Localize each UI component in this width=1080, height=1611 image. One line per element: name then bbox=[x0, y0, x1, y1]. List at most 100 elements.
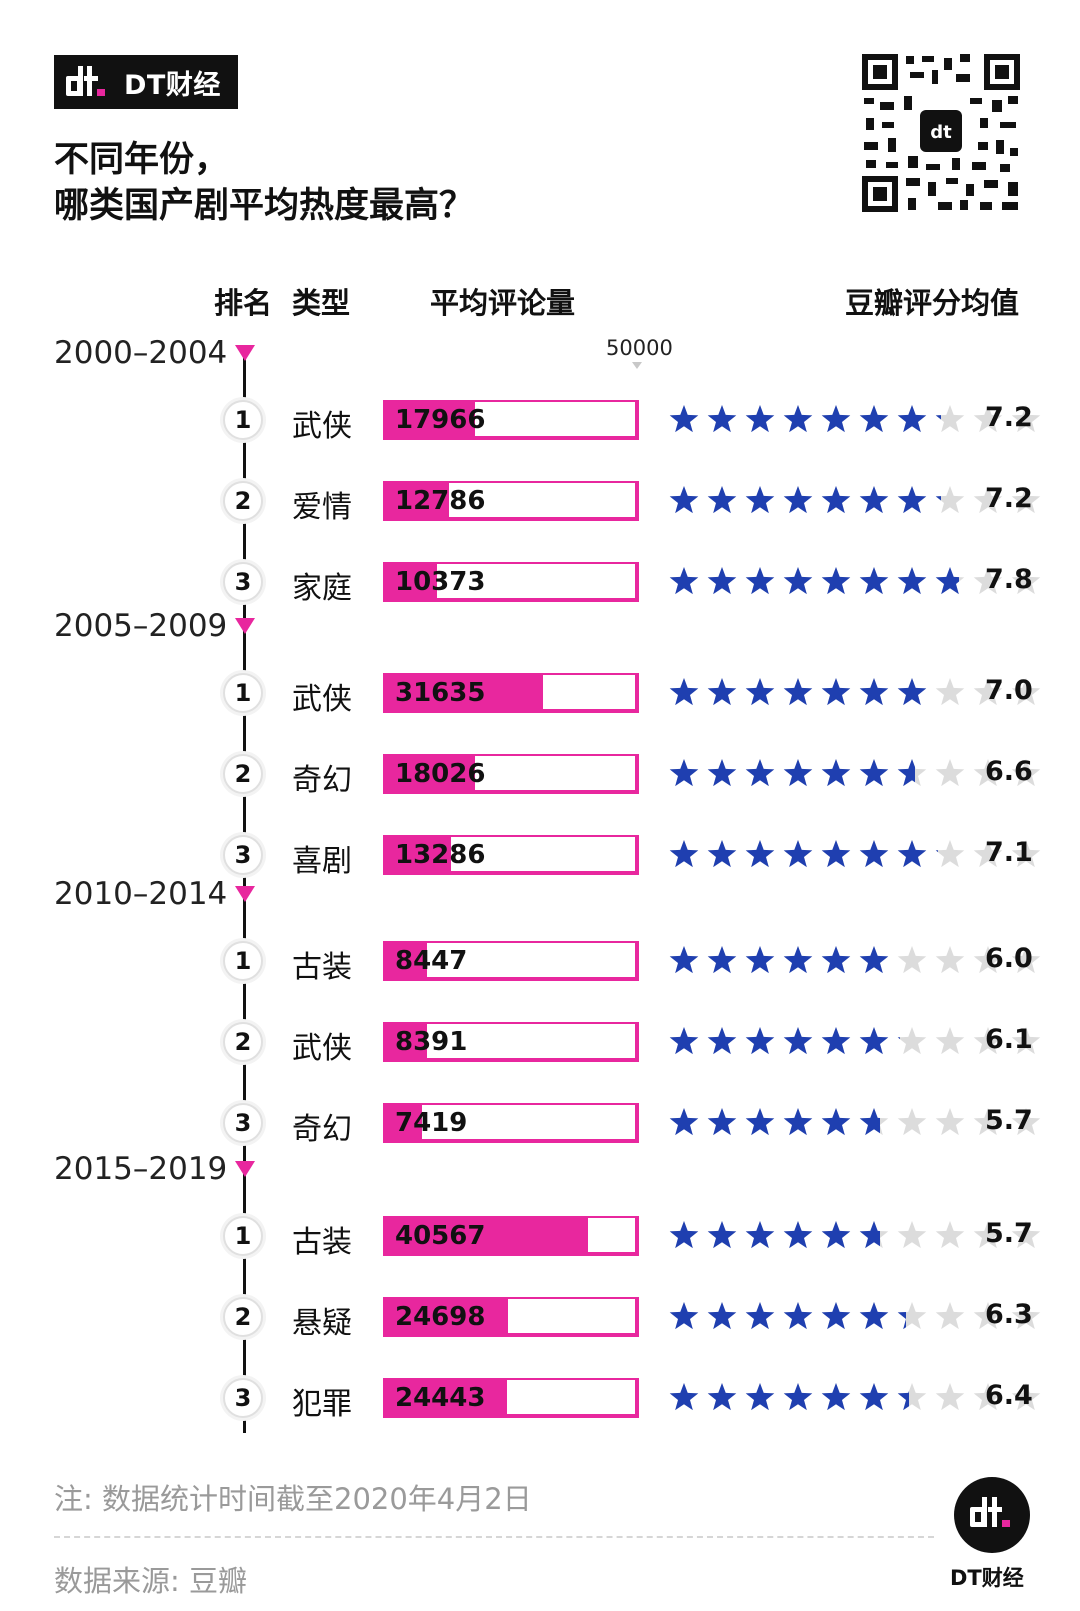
chart-title-line2: 哪类国产剧平均热度最高？ bbox=[54, 186, 475, 226]
star-filled-icon bbox=[821, 1383, 851, 1411]
star-empty-icon bbox=[973, 1108, 1003, 1136]
star-empty-icon bbox=[935, 1383, 965, 1411]
period-marker bbox=[235, 345, 255, 361]
star-filled-icon bbox=[821, 840, 851, 868]
comment-bar-fill bbox=[385, 675, 543, 709]
genre-label: 奇幻 bbox=[292, 1112, 352, 1147]
comment-bar-fill bbox=[385, 1218, 588, 1252]
star-filled-icon bbox=[669, 405, 699, 433]
comment-bar: 18026 bbox=[383, 754, 639, 794]
star-filled-icon bbox=[707, 840, 737, 868]
comment-bar-fill bbox=[385, 756, 475, 790]
star-filled-icon bbox=[897, 840, 927, 868]
rating-stars bbox=[669, 567, 1041, 595]
star-filled-icon bbox=[707, 946, 737, 974]
footer-logo-icon bbox=[954, 1477, 1030, 1553]
star-empty-icon bbox=[935, 1221, 965, 1249]
star-filled-icon bbox=[783, 1027, 813, 1055]
comment-bar-fill bbox=[385, 483, 449, 517]
star-empty-icon bbox=[1011, 678, 1041, 706]
star-filled-icon bbox=[821, 1108, 851, 1136]
rank-badge: 2 bbox=[223, 1022, 263, 1062]
star-filled-icon bbox=[859, 405, 889, 433]
rank-badge: 3 bbox=[223, 835, 263, 875]
star-filled-icon bbox=[859, 946, 889, 974]
star-filled-icon bbox=[745, 405, 775, 433]
rank-badge: 1 bbox=[223, 673, 263, 713]
rating-stars bbox=[669, 1221, 1041, 1249]
comment-value-label: 8447 bbox=[395, 946, 468, 976]
footer-brand: DT财经 bbox=[950, 1566, 1024, 1590]
rating-stars bbox=[669, 946, 1041, 974]
comment-value-label: 8391 bbox=[395, 1027, 468, 1057]
comment-bar: 13286 bbox=[383, 835, 639, 875]
period-marker bbox=[235, 886, 255, 902]
rating-score: 5.7 bbox=[985, 1218, 1033, 1249]
column-header-rating: 豆瓣评分均值 bbox=[845, 286, 1020, 320]
column-header-rank: 排名 bbox=[214, 286, 273, 320]
star-filled-icon bbox=[897, 1037, 900, 1040]
star-filled-icon bbox=[859, 1302, 889, 1330]
star-filled-icon bbox=[935, 567, 959, 595]
star-filled-icon bbox=[783, 405, 813, 433]
star-filled-icon bbox=[897, 567, 927, 595]
rating-stars bbox=[669, 1027, 1041, 1055]
qr-code-icon: dt bbox=[860, 52, 1022, 214]
rating-score: 6.0 bbox=[985, 943, 1033, 974]
star-filled-icon bbox=[859, 486, 889, 514]
star-filled-icon bbox=[859, 1221, 880, 1249]
star-filled-icon bbox=[935, 496, 941, 501]
star-empty-icon bbox=[1011, 1302, 1041, 1330]
comment-value-label: 17966 bbox=[395, 405, 486, 435]
rating-stars bbox=[669, 840, 1041, 868]
star-empty-icon bbox=[897, 1027, 927, 1055]
star-empty-icon bbox=[1011, 759, 1041, 787]
star-filled-icon bbox=[821, 1027, 851, 1055]
star-filled-icon bbox=[707, 1108, 737, 1136]
period-marker bbox=[235, 1161, 255, 1177]
star-filled-icon bbox=[783, 567, 813, 595]
star-filled-icon bbox=[859, 759, 889, 787]
chart-title-line1: 不同年份， bbox=[54, 140, 230, 180]
star-filled-icon bbox=[745, 678, 775, 706]
comment-bar: 40567 bbox=[383, 1216, 639, 1256]
bar-max-label: 50000 bbox=[606, 336, 673, 360]
star-filled-icon bbox=[707, 567, 737, 595]
comment-bar: 8391 bbox=[383, 1022, 639, 1062]
star-filled-icon bbox=[897, 405, 927, 433]
rating-score: 6.6 bbox=[985, 756, 1033, 787]
comment-bar-fill bbox=[385, 943, 427, 977]
rank-badge: 2 bbox=[223, 1297, 263, 1337]
rating-score: 7.2 bbox=[985, 402, 1033, 433]
star-filled-icon bbox=[707, 678, 737, 706]
star-empty-icon bbox=[935, 678, 965, 706]
comment-value-label: 12786 bbox=[395, 486, 486, 516]
comment-value-label: 24443 bbox=[395, 1383, 486, 1413]
star-empty-icon bbox=[1011, 946, 1041, 974]
star-empty-icon bbox=[1011, 1383, 1041, 1411]
star-empty-icon bbox=[935, 405, 965, 433]
star-filled-icon bbox=[745, 1027, 775, 1055]
comment-bar-fill bbox=[385, 1105, 422, 1139]
star-empty-icon bbox=[1011, 1221, 1041, 1249]
rating-stars bbox=[669, 1302, 1041, 1330]
star-filled-icon bbox=[783, 946, 813, 974]
comment-value-label: 13286 bbox=[395, 840, 486, 870]
star-filled-icon bbox=[669, 840, 699, 868]
star-empty-icon bbox=[1011, 405, 1041, 433]
rating-score: 7.1 bbox=[985, 837, 1033, 868]
star-empty-icon bbox=[935, 840, 965, 868]
star-filled-icon bbox=[669, 1383, 699, 1411]
comment-bar-fill bbox=[385, 1024, 427, 1058]
genre-label: 古装 bbox=[292, 950, 352, 985]
rating-score: 6.3 bbox=[985, 1299, 1033, 1330]
star-filled-icon bbox=[783, 759, 813, 787]
genre-label: 武侠 bbox=[292, 409, 352, 444]
star-filled-icon bbox=[897, 759, 915, 787]
star-filled-icon bbox=[783, 1108, 813, 1136]
star-filled-icon bbox=[859, 1027, 889, 1055]
star-filled-icon bbox=[821, 759, 851, 787]
star-empty-icon bbox=[973, 1027, 1003, 1055]
genre-label: 古装 bbox=[292, 1225, 352, 1260]
genre-label: 喜剧 bbox=[292, 844, 352, 879]
